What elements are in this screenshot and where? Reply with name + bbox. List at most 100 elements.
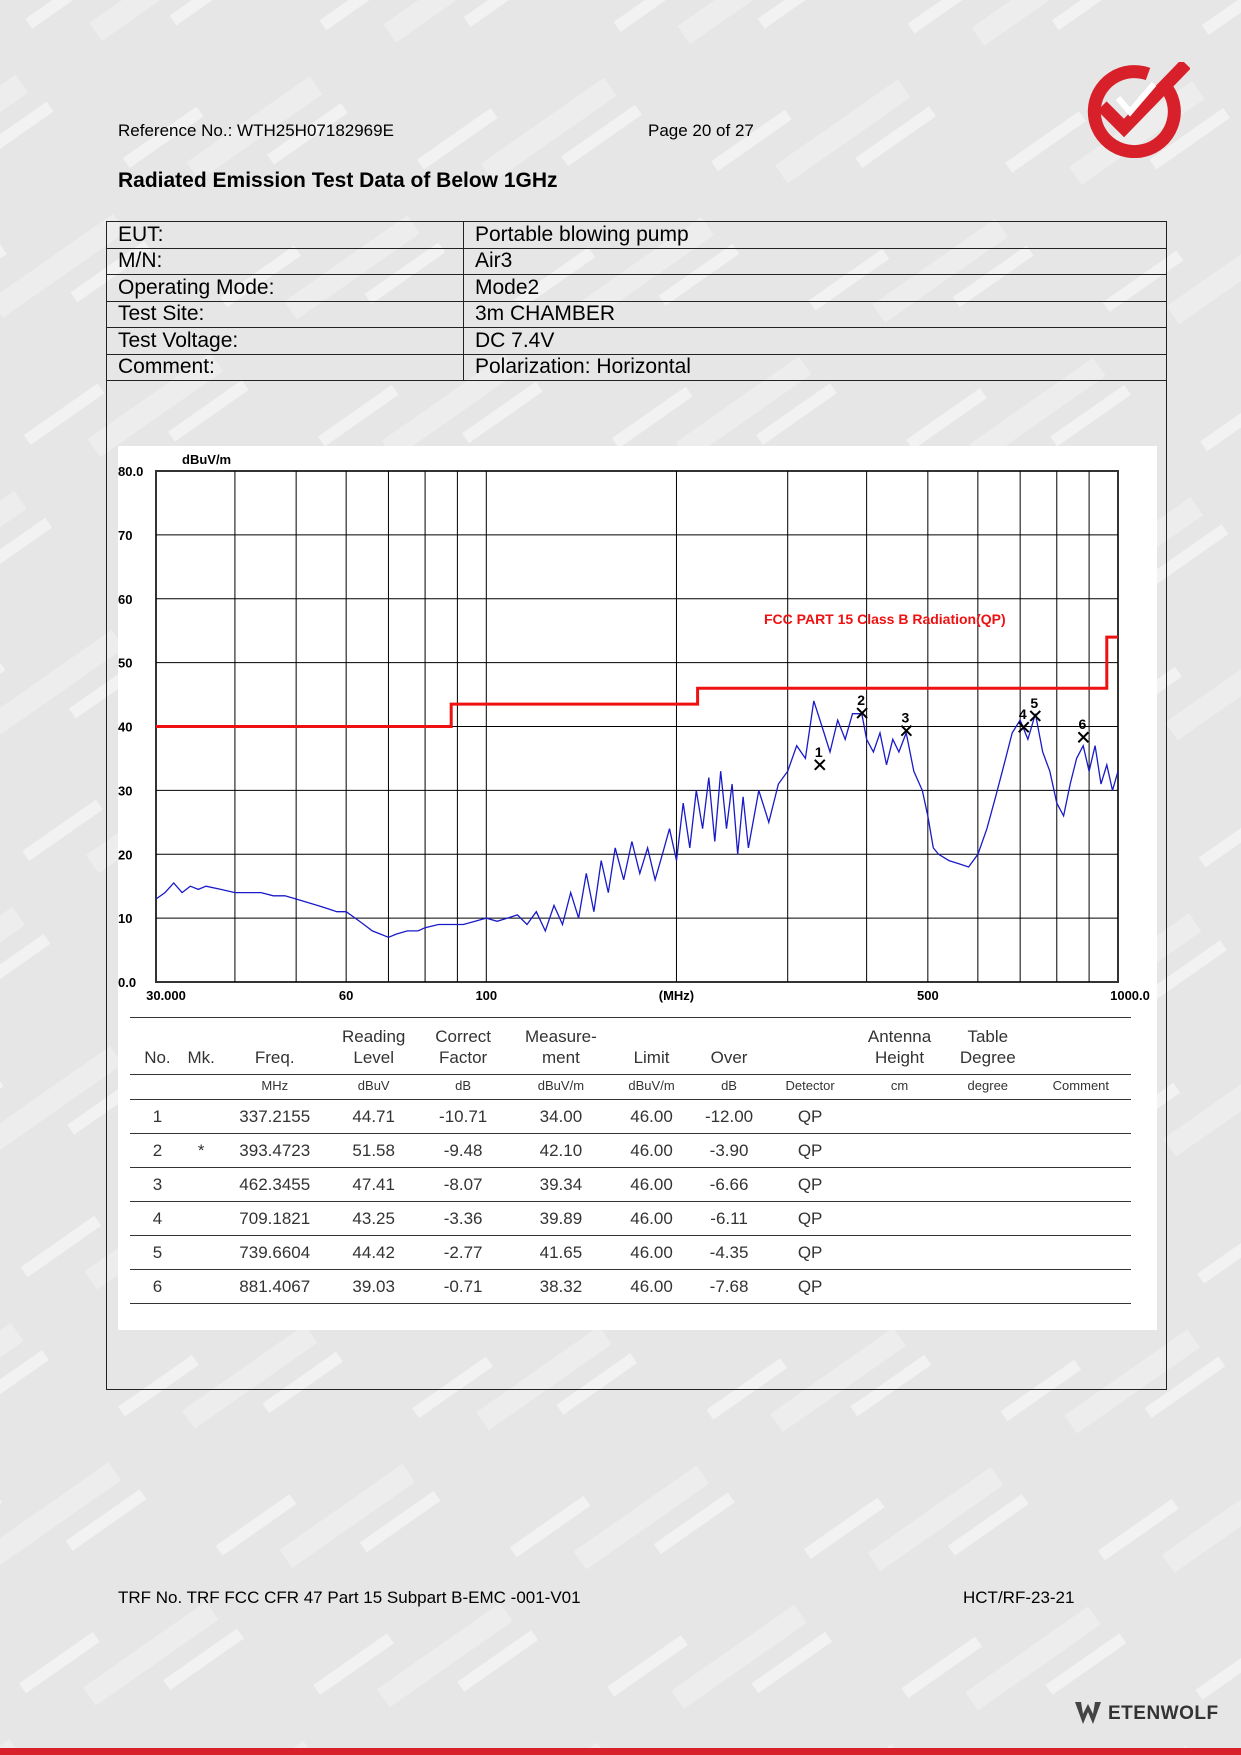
table-unit-cell: dB [415,1074,511,1100]
y-tick-label: 20 [118,847,132,862]
info-row: M/N: Air3 [106,247,1167,275]
peak-marker [1018,721,1030,733]
table-cell: -10.71 [415,1099,511,1134]
table-cell: * [184,1133,218,1168]
table-cell: 2 [130,1133,185,1168]
table-cell: 6 [130,1269,185,1304]
x-tick-label: (MHz) [659,988,694,1003]
table-cell: 46.00 [611,1201,693,1236]
x-tick-label: 30.000 [146,988,186,1003]
table-cell [944,1269,1031,1304]
info-value: Air3 [463,247,1167,275]
table-row: 5 739.6604 44.42 -2.77 41.65 46.00 -4.35 QP [130,1235,1131,1270]
table-cell: QP [766,1133,855,1168]
table-cell: 39.03 [331,1269,416,1304]
table-header-cell: Antenna Height [854,1017,945,1075]
peak-marker-label: 1 [815,744,823,760]
peak-marker-label: 6 [1078,716,1086,732]
test-info-table: EUT: Portable blowing pump M/N: Air3 Operati… [106,221,1167,381]
table-row: 1 337.2155 44.71 -10.71 34.00 46.00 -12.00 QP [130,1099,1131,1134]
table-cell: -4.35 [692,1235,766,1270]
table-cell: -3.90 [692,1133,766,1168]
x-tick-label: 100 [475,988,497,1003]
x-tick-label: 1000.0 [1110,988,1150,1003]
table-cell [944,1167,1031,1202]
table-header-cell: Measure- ment [510,1017,611,1075]
table-cell [1030,1269,1131,1304]
table-cell: 393.4723 [217,1133,332,1168]
y-axis-unit-label: dBuV/m [182,452,231,467]
table-cell [854,1099,945,1134]
info-key: Comment: [106,353,464,381]
table-cell [854,1269,945,1304]
table-cell [184,1201,218,1236]
peak-marker [900,725,913,737]
table-unit-cell: degree [944,1074,1031,1100]
info-row: Operating Mode: Mode2 [106,274,1167,302]
table-cell: 34.00 [510,1099,611,1134]
table-cell: -3.36 [415,1201,511,1236]
table-cell: 337.2155 [217,1099,332,1134]
table-cell: 44.71 [331,1099,416,1134]
table-cell: 41.65 [510,1235,611,1270]
table-cell: QP [766,1235,855,1270]
table-cell [944,1099,1031,1134]
table-cell: 39.89 [510,1201,611,1236]
table-cell: 46.00 [611,1269,693,1304]
peak-marker [814,759,826,771]
emission-plot-panel: 0.0 10 20 30 40 50 60 70 80.0 30.000 60 100 (MHz) 500… [118,446,1157,1330]
peak-marker-label: 5 [1030,695,1038,711]
table-cell: 739.6604 [217,1235,332,1270]
peak-marker-label: 3 [901,710,909,726]
table-cell [944,1235,1031,1270]
info-row: Test Site: 3m CHAMBER [106,300,1167,328]
y-tick-label: 10 [118,911,132,926]
table-cell [944,1133,1031,1168]
table-cell [854,1133,945,1168]
table-cell: QP [766,1167,855,1202]
table-unit-cell: dBuV/m [510,1074,611,1100]
limit-line-label: FCC PART 15 Class B Radiation(QP) [764,611,1006,627]
check-mark-logo-icon [1087,62,1190,158]
table-cell: 46.00 [611,1235,693,1270]
brand-name: ETENWOLF [1108,1703,1219,1724]
table-cell: 1 [130,1099,185,1134]
table-cell [184,1269,218,1304]
table-cell: 881.4067 [217,1269,332,1304]
table-unit-cell: dBuV/m [611,1074,693,1100]
peak-marker [1029,710,1041,722]
info-key: EUT: [106,221,464,249]
table-cell [854,1235,945,1270]
table-cell: 46.00 [611,1133,693,1168]
table-cell [944,1201,1031,1236]
table-cell [1030,1099,1131,1134]
table-cell [184,1099,218,1134]
y-tick-label: 0.0 [118,975,136,990]
emission-chart: 0.0 10 20 30 40 50 60 70 80.0 30.000 60 100 (MHz) 500… [118,452,1150,1003]
info-value: 3m CHAMBER [463,300,1167,328]
table-cell [1030,1133,1131,1168]
table-cell: 38.32 [510,1269,611,1304]
table-cell: -8.07 [415,1167,511,1202]
table-header-cell: Limit [611,1017,693,1075]
info-row: Test Voltage: DC 7.4V [106,327,1167,355]
limit-line [156,635,1118,728]
table-cell: 462.3455 [217,1167,332,1202]
table-cell: -7.68 [692,1269,766,1304]
section-title: Radiated Emission Test Data of Below 1GH… [118,169,558,192]
info-value: Polarization: Horizontal [463,353,1167,381]
info-key: Test Voltage: [106,327,464,355]
table-cell: 709.1821 [217,1201,332,1236]
table-header-cell [1030,1017,1131,1075]
table-cell: -6.11 [692,1201,766,1236]
table-cell [1030,1235,1131,1270]
table-unit-cell [130,1074,185,1100]
table-header-cell: Reading Level [331,1017,416,1075]
table-cell: 44.42 [331,1235,416,1270]
page-number: Page 20 of 27 [648,121,754,140]
measurement-table: No. Mk. Freq. Reading Level Correct Factor Me… [130,1017,1131,1304]
table-header-cell: Over [692,1017,766,1075]
info-key: Test Site: [106,300,464,328]
table-row: 3 462.3455 47.41 -8.07 39.34 46.00 -6.66 QP [130,1167,1131,1202]
peak-marker-label: 2 [857,692,865,708]
